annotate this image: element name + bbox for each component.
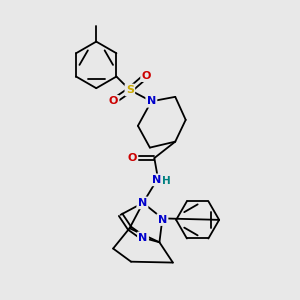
Text: S: S bbox=[126, 85, 134, 95]
Text: N: N bbox=[138, 198, 147, 208]
Text: N: N bbox=[147, 96, 156, 106]
Text: O: O bbox=[128, 153, 137, 163]
Text: O: O bbox=[109, 96, 118, 106]
Text: O: O bbox=[142, 70, 151, 81]
Text: N: N bbox=[152, 175, 161, 185]
Text: N: N bbox=[138, 233, 148, 243]
Text: N: N bbox=[158, 214, 167, 225]
Text: H: H bbox=[162, 176, 171, 186]
